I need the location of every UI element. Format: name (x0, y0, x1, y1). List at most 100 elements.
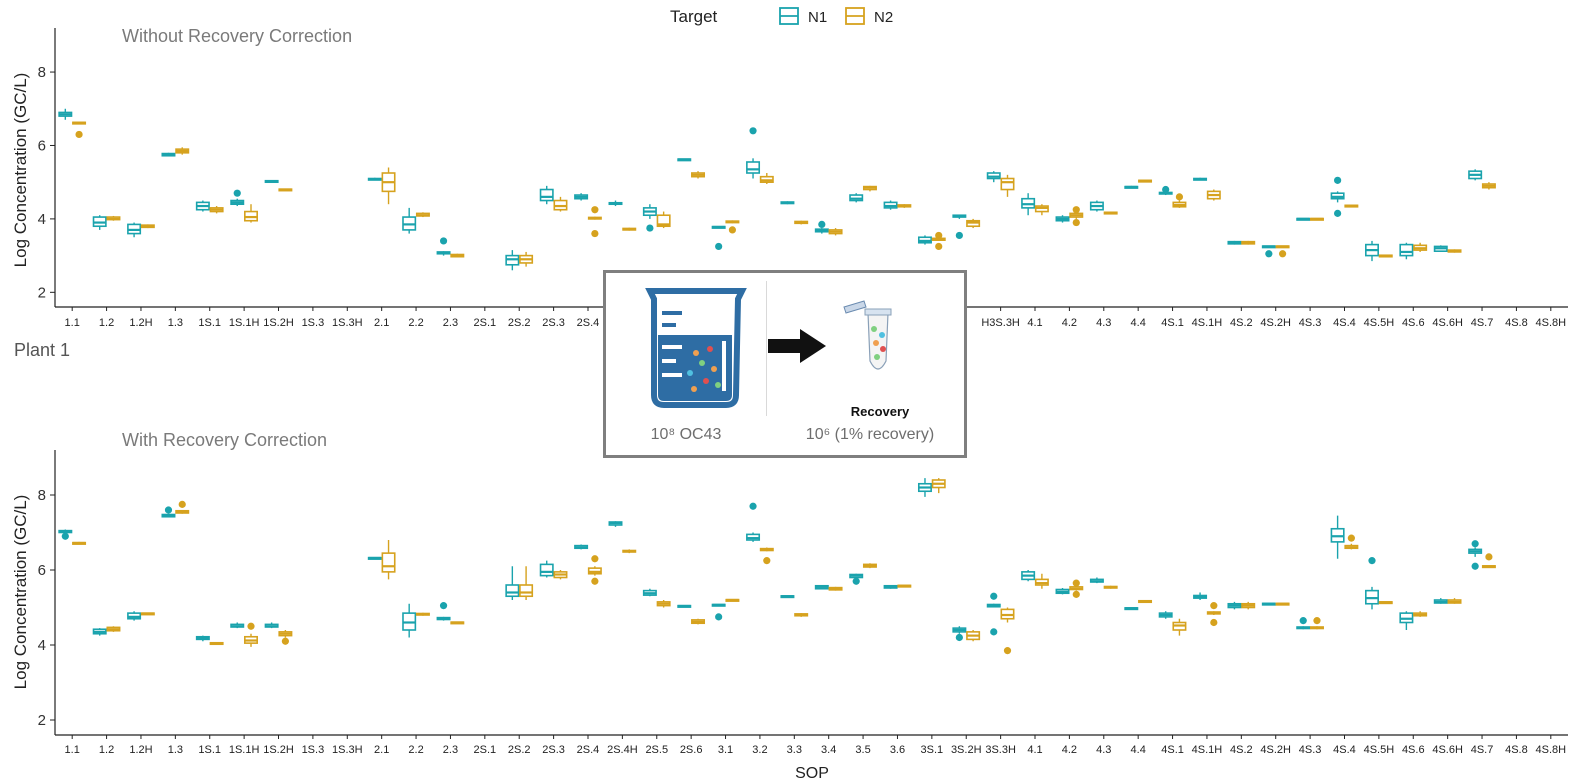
box-n1 (677, 158, 692, 162)
box-n2 (244, 204, 258, 223)
outlier-point (715, 242, 723, 251)
legend-title: Target (670, 7, 718, 26)
box-n2 (862, 563, 877, 569)
x-tick-label: 3S.1 (921, 744, 944, 756)
y-tick-label: 8 (38, 64, 46, 81)
box-n1 (1055, 215, 1070, 223)
outlier-point (1210, 618, 1218, 627)
x-tick-label: 1S.1 (198, 317, 221, 329)
outlier-point (955, 231, 963, 240)
box-n1 (436, 237, 451, 256)
box-n2 (1378, 254, 1393, 258)
box-n1 (917, 235, 932, 245)
x-tick-label: 2S.2 (508, 317, 531, 329)
outlier-point (1334, 176, 1342, 184)
x-tick-label: 4.3 (1096, 317, 1111, 329)
x-tick-label: 4S.2 (1230, 317, 1253, 329)
y-axis: 2 4 6 8 (38, 28, 56, 307)
outlier-point (1210, 602, 1218, 610)
box-body (539, 188, 554, 202)
outlier-point (1162, 185, 1170, 194)
box-n1 (746, 127, 761, 179)
box-n2 (1447, 598, 1462, 604)
legend-label-n1: N1 (808, 9, 827, 26)
outlier-point (763, 557, 771, 565)
box-n2 (759, 173, 774, 185)
inset-left-caption: 10⁸ OC43 (650, 426, 722, 443)
x-tick-label: 1.3 (168, 744, 183, 756)
box-n2 (450, 621, 465, 625)
x-tick-label: 2S.4 (577, 317, 600, 329)
box-n1 (1296, 617, 1311, 630)
x-tick-label: 1.2 (99, 744, 114, 756)
outlier-point (1471, 540, 1479, 548)
x-tick-label: 4.2 (1062, 317, 1077, 329)
box-n2 (209, 206, 224, 214)
box-n2 (553, 196, 568, 212)
box-n1 (1468, 540, 1483, 570)
y-tick-label: 4 (38, 637, 46, 654)
x-tick-label: 2S.1 (474, 744, 497, 756)
box-n2 (140, 224, 155, 229)
x-tick-label: 2S.4 (577, 744, 600, 756)
box-n2 (897, 204, 912, 208)
box-n1 (402, 207, 417, 234)
y-tick-label: 2 (38, 712, 46, 729)
box-n2 (553, 570, 568, 580)
box-n1 (58, 529, 73, 540)
x-tick-label: 4S.8H (1536, 317, 1567, 329)
outlier-point (591, 577, 599, 585)
box-n1 (1158, 611, 1173, 619)
box-n2 (1275, 245, 1290, 258)
box-n2 (828, 228, 843, 236)
outlier-point (75, 130, 83, 139)
outlier-point (1471, 562, 1479, 570)
box-n1 (883, 200, 898, 210)
x-tick-label: 3.5 (855, 744, 870, 756)
box-n2 (1447, 249, 1462, 253)
box-n2 (1344, 204, 1359, 208)
x-tick-label: 4S.8H (1536, 744, 1567, 756)
box-n1 (952, 214, 967, 240)
x-tick-label: 4S.6H (1432, 744, 1463, 756)
y-tick-label: 4 (38, 211, 46, 228)
box-n2 (519, 566, 534, 600)
outlier-point (749, 502, 757, 510)
outlier-point (178, 500, 186, 508)
x-axis: 1.1 1.2 1.2H 1.3 1S.1 1S.1H 1S.2H 1S.3 1S.3H 2.1 2… (55, 734, 1568, 756)
box-n1 (814, 220, 829, 234)
inset-divider (766, 281, 767, 416)
x-tick-label: 4.4 (1131, 744, 1146, 756)
box-n1 (1227, 240, 1242, 245)
box-n1 (1021, 570, 1036, 582)
box-n2 (1378, 601, 1393, 605)
x-tick-label: 4.3 (1096, 744, 1111, 756)
box-n1 (1227, 601, 1242, 610)
box-n2 (1344, 534, 1359, 550)
box-body (1000, 177, 1015, 191)
x-tick-label: 3.3 (787, 744, 802, 756)
x-tick-label: 3S.3H (985, 744, 1016, 756)
x-tick-label: 1.2H (129, 744, 152, 756)
x-tick-label: 2S.6 (680, 744, 703, 756)
x-tick-label: 2S.3 (542, 317, 565, 329)
box-n2 (72, 121, 87, 139)
x-tick-label: 2.3 (443, 744, 458, 756)
outlier-point (439, 602, 448, 610)
outlier-point (1072, 218, 1080, 227)
x-tick-label: 2S.3 (542, 744, 565, 756)
x-tick-label: 4S.5H (1364, 317, 1395, 329)
x-tick-label: 4S.4 (1333, 744, 1356, 756)
box-n1 (1433, 598, 1448, 604)
x-tick-label: 4S.2 (1230, 744, 1253, 756)
box-n1 (849, 193, 864, 203)
x-tick-label: 4S.5H (1364, 744, 1395, 756)
outlier-point (1347, 534, 1355, 542)
box-n2 (966, 218, 981, 229)
box-body (746, 161, 761, 174)
x-tick-label: 3S.2H (951, 744, 982, 756)
box-n2 (725, 220, 740, 234)
box-n1 (367, 556, 382, 560)
x-tick-label: 4S.2H (1260, 744, 1291, 756)
